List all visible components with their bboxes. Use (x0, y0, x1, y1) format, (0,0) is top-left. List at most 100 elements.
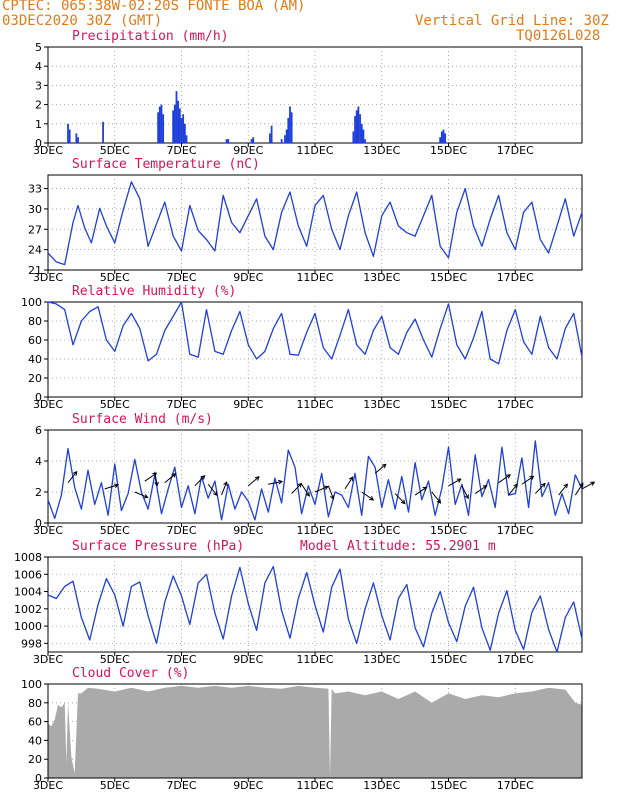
x-tick-label: 17DEC (497, 653, 534, 666)
y-tick-label: 30 (28, 203, 42, 216)
precipitation-bar (355, 110, 358, 143)
wind-vector-head (456, 478, 462, 483)
x-tick-label: 15DEC (430, 524, 467, 537)
header-date: 03DEC2020 30Z (GMT) (2, 13, 163, 29)
wind-vector (207, 483, 218, 496)
wind-vector-head (400, 499, 406, 505)
x-tick-label: 7DEC (166, 524, 196, 537)
wind-vector (431, 491, 441, 504)
x-tick-label: 9DEC (233, 398, 263, 411)
wind-vector-head (506, 474, 511, 479)
precipitation-bar (162, 114, 165, 143)
x-tick-label: 13DEC (363, 653, 400, 666)
x-tick-label: 11DEC (296, 524, 333, 537)
x-tick-label: 9DEC (233, 144, 263, 157)
precipitation-bar (173, 104, 176, 143)
y-tick-label: 20 (28, 753, 42, 766)
wind-vector-head (464, 494, 469, 500)
y-tick-label: 33 (28, 183, 42, 196)
y-tick-label: 1000 (14, 620, 42, 633)
x-tick-label: 11DEC (296, 271, 333, 284)
wind-vector (414, 486, 427, 496)
x-tick-label: 3DEC (33, 144, 63, 157)
wind-vector (558, 483, 568, 496)
precipitation-bar (68, 129, 71, 143)
header-grid-line: Vertical Grid Line: 30Z (415, 13, 609, 29)
panel-0: 0 1 2 3 4 5 3DEC 5DEC 7DEC 9DEC 11DEC 13DEC 15DEC 17D… (33, 29, 583, 157)
precipitation-bar (360, 123, 363, 143)
y-tick-label: 1 (35, 118, 42, 131)
x-tick-label: 9DEC (233, 779, 263, 792)
precipitation-bar (354, 116, 356, 143)
y-tick-label: 21 (28, 264, 42, 277)
x-tick-label: 9DEC (233, 524, 263, 537)
precipitation-bar (172, 110, 175, 143)
panel-5: 0 20 40 60 80 100 3DEC 5DEC 7DEC 9DEC 11DEC 13DEC 15… (21, 666, 583, 792)
y-tick-label: 60 (28, 334, 42, 347)
wind-vector-head (323, 485, 329, 490)
x-tick-label: 13DEC (363, 398, 400, 411)
wind-vector-head (330, 494, 335, 500)
wind-vector-head (381, 463, 387, 469)
y-tick-label: 80 (28, 315, 42, 328)
wind-vector (144, 472, 157, 482)
panel-title: Relative Humidity (%) (72, 284, 236, 299)
precipitation-bar (77, 137, 79, 143)
wind-vector-head (114, 483, 120, 488)
precipitation-bar (252, 137, 255, 143)
y-tick-label: 0 (35, 517, 42, 530)
y-tick-label: 60 (28, 716, 42, 729)
header-model-code: TQ0126L028 (516, 28, 601, 44)
x-tick-label: 13DEC (363, 524, 400, 537)
x-tick-label: 7DEC (166, 779, 196, 792)
wind-vector-head (436, 498, 442, 504)
y-tick-label: 1002 (14, 603, 42, 616)
wind-vector (247, 476, 260, 487)
precipitation-bar (442, 129, 445, 143)
precipitation-bar (157, 112, 160, 143)
wind-vector-head (513, 483, 518, 489)
x-tick-label: 3DEC (33, 271, 63, 284)
x-tick-label: 5DEC (100, 398, 130, 411)
y-tick-label: 1008 (14, 551, 42, 564)
y-tick-label: 0 (35, 391, 42, 404)
wind-vector (394, 493, 406, 504)
wind-vector (461, 485, 469, 499)
precipitation-bar (180, 118, 183, 143)
wind-vector-head (143, 494, 149, 499)
precipitation-bar (364, 139, 366, 143)
precipitation-bar (185, 135, 188, 143)
wind-vector (521, 475, 534, 485)
wind-vector (474, 485, 488, 494)
y-tick-label: 80 (28, 697, 42, 710)
x-tick-label: 3DEC (33, 524, 63, 537)
x-tick-label: 17DEC (497, 398, 534, 411)
y-tick-label: 4 (35, 60, 42, 73)
wind-vector-head (563, 483, 568, 489)
x-tick-label: 7DEC (166, 398, 196, 411)
precipitation-bar (175, 91, 178, 143)
y-tick-label: 0 (35, 772, 42, 785)
wind-vector-head (200, 475, 206, 480)
precipitation-bar (177, 100, 180, 143)
y-tick-label: 5 (35, 41, 42, 54)
wind-vector-head (171, 473, 177, 478)
x-tick-label: 5DEC (100, 524, 130, 537)
panel-1: 21 24 27 30 33 3DEC 5DEC 7DEC 9DEC 11DEC 13DEC 15DE… (28, 157, 583, 284)
wind-vector-head (348, 476, 354, 482)
precipitation-bar (285, 129, 288, 143)
wind-vector (104, 484, 119, 490)
wind-vector (221, 481, 228, 496)
x-tick-label: 13DEC (363, 271, 400, 284)
x-tick-label: 15DEC (430, 653, 467, 666)
precipitation-bar (250, 139, 253, 143)
wind-vector-head (72, 470, 78, 476)
x-tick-label: 9DEC (233, 271, 263, 284)
series-line (47, 440, 583, 521)
wind-vector-head (422, 486, 428, 491)
panel-3: 0 2 4 6 3DEC 5DEC 7DEC 9DEC 11DEC 13DEC 15DEC 17DEC… (33, 412, 596, 537)
precipitation-bar (227, 139, 230, 143)
x-tick-label: 5DEC (100, 271, 130, 284)
panel-title: Cloud Cover (%) (72, 666, 189, 681)
precipitation-bar (269, 133, 271, 143)
